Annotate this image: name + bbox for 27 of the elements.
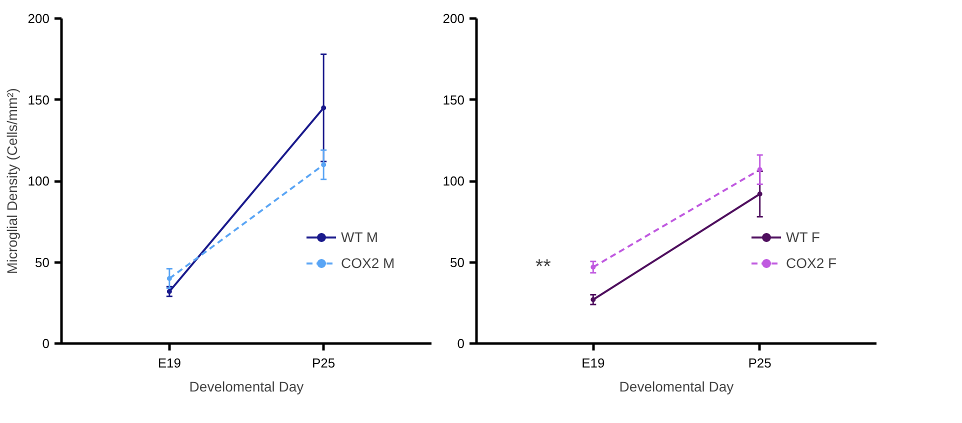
y-tick-label: 100	[28, 174, 50, 188]
y-tick-label: 200	[442, 11, 465, 26]
y-tick-label: 0	[42, 336, 50, 351]
point	[166, 276, 172, 281]
y-tick-label: 200	[28, 11, 50, 26]
legend-label: COX2 M	[341, 255, 395, 271]
y-tick-label: 50	[450, 254, 465, 270]
y-tick-label: 50	[35, 254, 50, 270]
x-axis-title: Develomental Day	[189, 378, 304, 394]
x-axis-title: Develomental Day	[619, 378, 734, 394]
y-tick-label: 150	[28, 92, 50, 108]
legend-label: WT M	[341, 229, 378, 245]
y-tick-label: 150	[442, 92, 465, 108]
x-tick-label: P25	[748, 356, 772, 370]
point	[321, 105, 326, 110]
y-axis-title: Microglial Density (Cells/mm²)	[4, 88, 20, 274]
legend-label: WT F	[786, 229, 820, 245]
point	[590, 264, 596, 270]
point	[590, 297, 596, 302]
y-tick-label: 0	[457, 336, 465, 351]
y-tick-label: 100	[442, 174, 465, 188]
point	[757, 192, 762, 196]
x-tick-label: P25	[312, 356, 336, 370]
legend-label: COX2 F	[786, 255, 837, 271]
x-tick-label: E19	[158, 356, 181, 370]
annotation: **	[535, 256, 552, 278]
x-tick-label: E19	[582, 356, 605, 370]
